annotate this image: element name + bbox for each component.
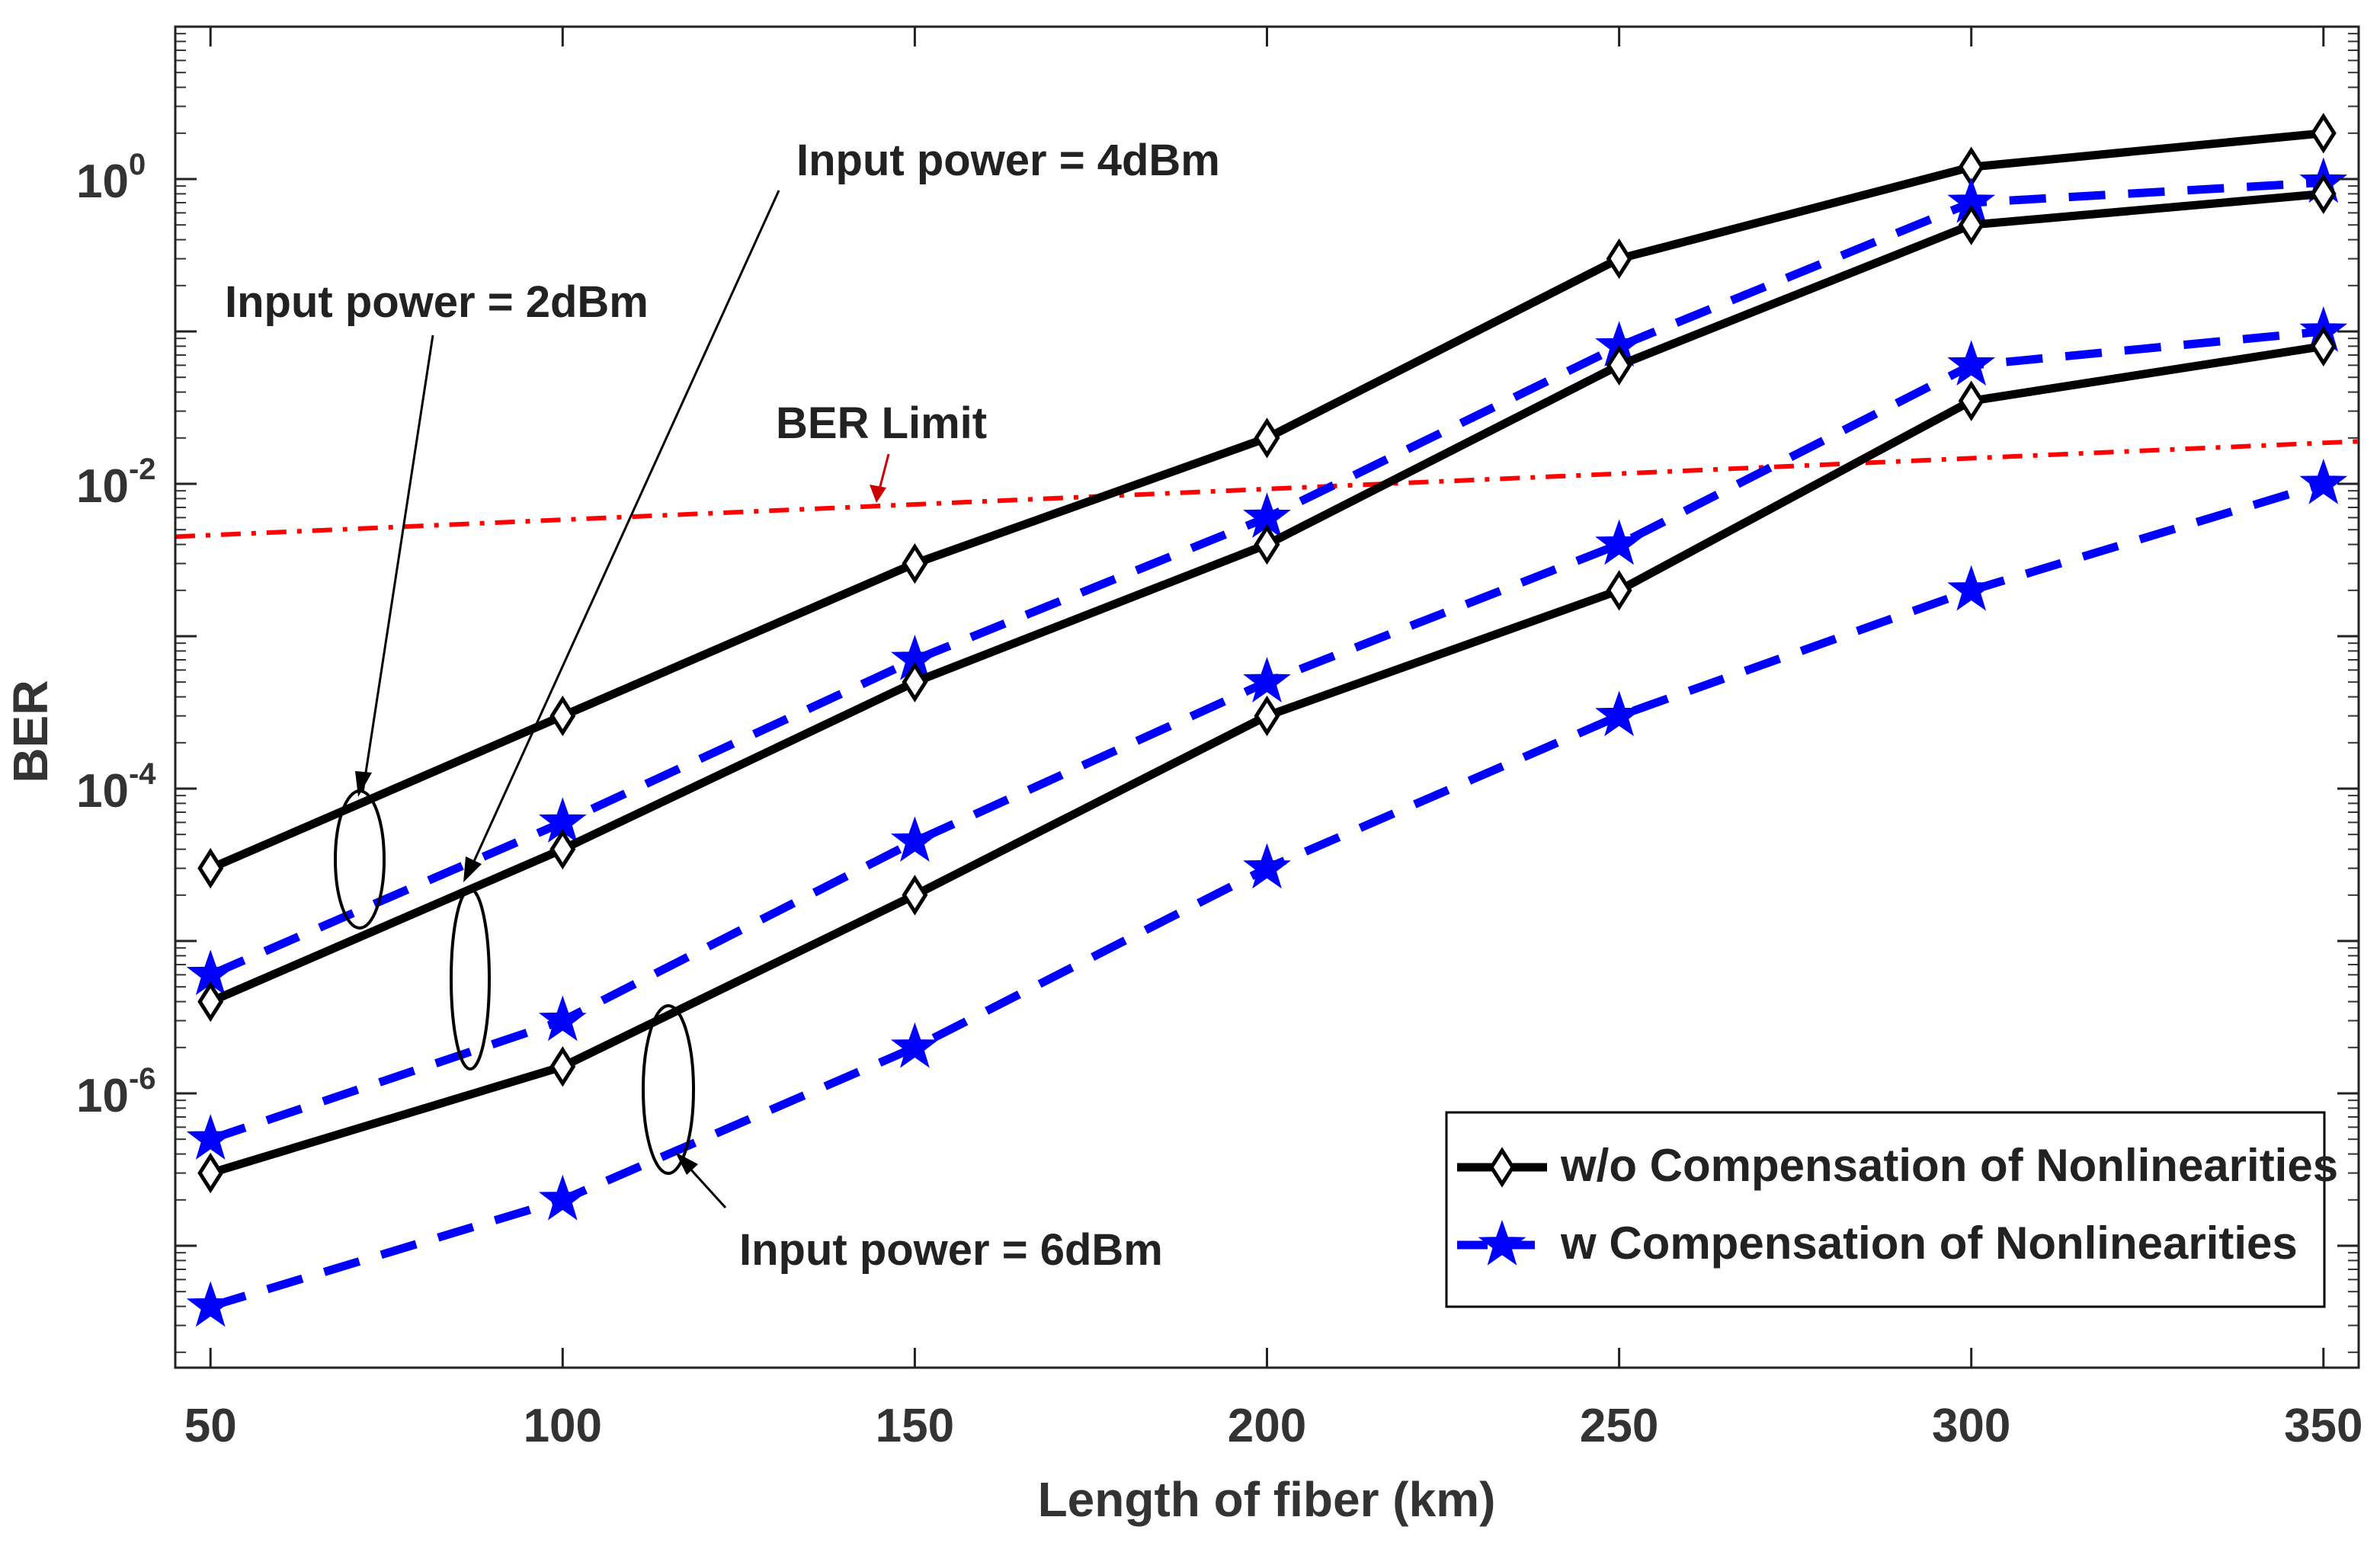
series-marker-star [538, 1174, 587, 1221]
series-marker-star [538, 995, 587, 1042]
legend-swatch-w [1457, 1219, 1547, 1266]
series-marker-diamond [1606, 570, 1632, 611]
annotation-4dbm-label: Input power = 4dBm [796, 136, 1220, 185]
series-marker-star [891, 816, 939, 863]
legend-label-wo: w/o Compensation of Nonlinearities [1560, 1140, 2338, 1191]
series-marker-star [1243, 657, 1291, 702]
annotation-2dbm-label: Input power = 2dBm [225, 277, 649, 327]
series-marker-diamond [549, 828, 576, 870]
annotation-ber-limit: BER Limit [776, 398, 987, 503]
minor-ticks [175, 33, 2359, 1353]
plot-frame [174, 25, 2360, 1369]
legend: w/o Compensation of Nonlinearities w Com… [1445, 1111, 2338, 1308]
series-marker-star [2299, 458, 2348, 504]
series-marker-star [891, 1022, 939, 1068]
x-tick-label: 50 [184, 1400, 237, 1452]
series-marker-diamond [2310, 113, 2337, 154]
legend-marker-star [1478, 1219, 1526, 1266]
series-marker-diamond [1958, 380, 1984, 421]
annotation-6dbm-label: Input power = 6dBm [739, 1225, 1163, 1275]
annotation-4dbm-ellipse [450, 888, 491, 1071]
annotation-6dbm-ellipse [642, 1004, 695, 1175]
series-marker-diamond [549, 695, 576, 737]
series-wo-5 [197, 325, 2337, 1194]
series-marker-diamond [1606, 238, 1632, 280]
x-tick-label: 150 [876, 1400, 954, 1452]
series-marker-star [186, 1114, 235, 1160]
x-tick-labels: 50 100 150 200 250 300 350 [184, 1400, 2363, 1452]
series-marker-diamond [902, 875, 928, 916]
y-tick-exponent: -4 [129, 757, 156, 791]
series-marker-diamond [1958, 204, 1984, 245]
y-tick-exponent: -2 [129, 453, 156, 486]
series-marker-diamond [2310, 173, 2337, 215]
x-tick-label: 250 [1580, 1400, 1658, 1452]
x-axis-title: Length of fiber (km) [1038, 1472, 1496, 1527]
series-marker-diamond [197, 1152, 224, 1194]
y-axis-title: BER [3, 680, 58, 783]
annotation-ber-limit-arrow [877, 453, 890, 493]
series-w-2 [186, 157, 2348, 996]
y-tick-exponent: -6 [129, 1062, 156, 1096]
series-wo-3 [197, 173, 2337, 1023]
legend-box [1445, 1111, 2326, 1308]
annotation-6dbm-arrowhead [675, 1152, 698, 1175]
series-marker-diamond [902, 661, 928, 702]
series-marker-diamond [1254, 418, 1280, 459]
x-tick-label: 100 [524, 1400, 602, 1452]
annotation-2dbm-ellipse [334, 789, 386, 930]
legend-swatch-wo [1457, 1147, 1547, 1188]
annotation-4dbm-arrowhead [463, 856, 482, 882]
legend-label-w: w Compensation of Nonlinearities [1560, 1218, 2298, 1269]
x-tick-label: 300 [1932, 1400, 2010, 1452]
series-marker-diamond [902, 542, 928, 584]
series-marker-diamond [1254, 523, 1280, 565]
y-tick-exponent: 0 [129, 148, 146, 181]
series-marker-star [1243, 843, 1291, 889]
annotation-input-power-4dbm: Input power = 4dBm [450, 136, 1220, 1071]
series-marker-diamond [1606, 344, 1632, 386]
series-marker-star [1595, 690, 1643, 737]
x-tick-label: 200 [1228, 1400, 1306, 1452]
series-marker-star [186, 1281, 235, 1327]
series-marker-diamond [1254, 695, 1280, 737]
annotation-input-power-2dbm: Input power = 2dBm [225, 277, 649, 930]
series-marker-diamond [197, 847, 224, 889]
data-series [186, 113, 2348, 1327]
series-marker-star [1595, 519, 1643, 565]
legend-marker-diamond [1489, 1147, 1515, 1188]
annotation-ber-limit-label: BER Limit [776, 398, 987, 448]
x-tick-label: 350 [2284, 1400, 2362, 1452]
annotation-4dbm-arrow [466, 190, 780, 875]
y-tick-label: 10-2 [76, 453, 156, 513]
series-wo-1 [197, 113, 2337, 889]
series-marker-star [1947, 565, 1996, 611]
annotation-input-power-6dbm: Input power = 6dBm [642, 1004, 1163, 1275]
series-marker-diamond [549, 1046, 576, 1087]
annotation-ber-limit-arrowhead [870, 485, 886, 503]
annotation-2dbm-arrow [361, 334, 434, 793]
series-marker-diamond [197, 981, 224, 1023]
series-marker-star [1947, 340, 1996, 386]
series-w-6 [186, 458, 2348, 1327]
axes-ticks [175, 25, 2359, 1368]
series-marker-diamond [2310, 325, 2337, 367]
